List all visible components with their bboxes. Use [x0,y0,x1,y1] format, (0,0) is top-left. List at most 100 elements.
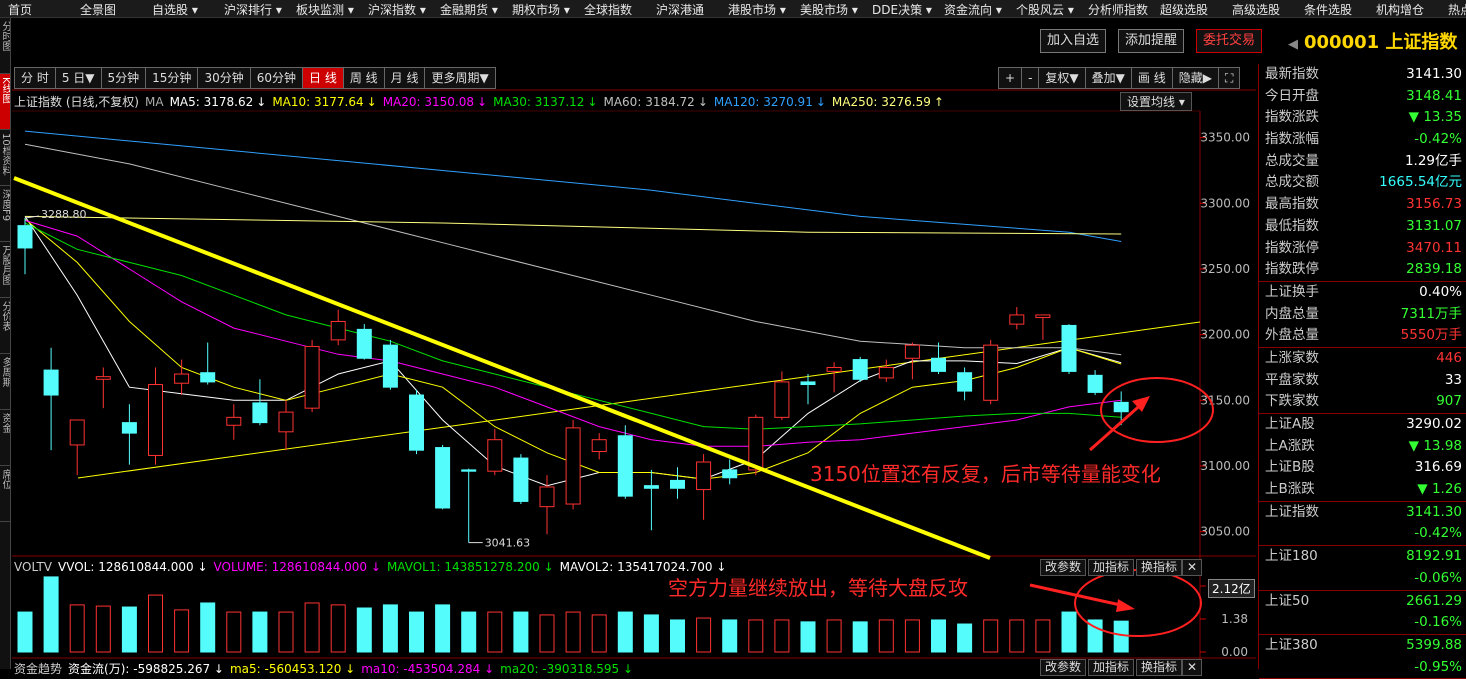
ma-label: MA30: [493,95,535,109]
period-button[interactable]: 分 时 [14,67,56,89]
candle-body [617,435,633,497]
ma-legend-item: MA30: 3137.12 ↓ [493,95,597,109]
side-tab[interactable]: K线图 [0,74,10,130]
quote-row: 最新指数 3141.30 [1259,64,1466,86]
period-button[interactable]: 60分钟 [249,67,303,89]
side-tab[interactable]: 席位 [0,466,10,522]
volume-bar [617,611,633,653]
menu-item[interactable]: 金融期货 ▾ [440,3,498,17]
menu-item[interactable]: 沪深港通 [656,3,705,17]
quote-row: 今日开盘 3148.41 [1259,86,1466,108]
period-button[interactable]: 30分钟 [197,67,251,89]
tool-button[interactable]: 复权▼ [1038,67,1086,89]
ma-legend-item: MA120: 3270.91 ↓ [714,95,826,109]
prev-arrow[interactable]: ◀ [1288,37,1298,52]
legend-item: ma5: -560453.120 ↓ [229,662,356,676]
tool-bar: + - 复权▼ 叠加▼ 画 线隐藏▶ ⛶ [998,67,1241,89]
menu-item[interactable]: 沪深指数 ▾ [368,3,426,17]
volume-bar [69,604,85,653]
tool-button[interactable]: ⛶ [1217,67,1241,89]
action-button[interactable]: 委托交易 [1196,29,1263,53]
side-tab[interactable]: 多周期 [0,354,10,410]
index-item: 上证50 2661.29 -0.16% [1259,591,1466,635]
chart-bg [12,90,1256,669]
side-tab[interactable]: 资金 [0,410,10,466]
quote-row: 指数涨停 3470.11 [1259,238,1466,260]
menu-item[interactable]: 全球指数 [584,3,633,17]
action-button[interactable]: 添加提醒 [1118,29,1185,53]
period-button[interactable]: 15分钟 [145,67,199,89]
menu-item[interactable]: 机构增仓 [1376,3,1425,17]
volume-bar [1009,619,1025,653]
tool-button[interactable]: + [998,67,1023,89]
side-tab[interactable]: 万股月图 [0,242,10,298]
side-tab[interactable]: 分价表 [0,298,10,354]
side-tab[interactable]: 深度F9 [0,186,10,242]
legend-item: ma20: -390318.595 ↓ [500,662,634,676]
menu-item[interactable]: 资金流向 ▾ [944,3,1002,17]
menu-item[interactable]: DDE决策 ▾ [872,3,932,17]
period-button[interactable]: 5 日▼ [54,67,102,89]
quote-value: 316.69 [1414,459,1462,476]
panel-button[interactable]: 加指标 [1088,559,1135,576]
volume-bar [226,611,242,653]
menu-item[interactable]: 自选股 ▾ [152,3,198,17]
menu-item[interactable]: 全景图 [80,3,117,17]
quote-label: 指数跌停 [1265,261,1319,278]
panel-button[interactable]: 改参数 [1040,559,1087,576]
ma-label: MA60: [603,95,646,109]
action-button[interactable]: 加入自选 [1040,29,1107,53]
tool-button[interactable]: 隐藏▶ [1171,67,1219,89]
menu-item[interactable]: 沪深排行 ▾ [224,3,282,17]
panel-button[interactable]: 换指标 [1136,559,1183,576]
menu-item[interactable]: 港股市场 ▾ [728,3,786,17]
menu-item[interactable]: 板块监测 ▾ [296,3,354,17]
side-tab[interactable]: 10档资料 [0,130,10,186]
panel-button[interactable]: 换指标 [1136,659,1183,676]
menu-item[interactable]: 首页 [8,3,33,17]
y-tick-label: 3250.00 [1200,262,1250,276]
period-button[interactable]: 日 线 [302,67,344,89]
panel-button[interactable]: ✕ [1182,659,1203,676]
quote-value: 5550万手 [1400,327,1462,344]
ma-arrow: ↓ [477,95,488,109]
tool-button[interactable]: 叠加▼ [1084,67,1132,89]
quote-row: 指数涨跌 ▼ 13.35 [1259,107,1466,129]
panel-button[interactable]: 加指标 [1088,659,1135,676]
index-row: 上证380 5399.88 [1259,635,1466,657]
tool-button[interactable]: - [1021,67,1040,89]
candle-body [722,469,738,479]
ma-setting[interactable]: 设置均线 ▾ [1120,92,1192,111]
index-label: 上证180 [1265,548,1318,565]
panel-button[interactable]: 改参数 [1040,659,1087,676]
period-button[interactable]: 月 线 [383,67,426,89]
quote-label: 平盘家数 [1265,371,1319,388]
candle-body [17,225,33,249]
menu-item[interactable]: 美股市场 ▾ [800,3,858,17]
menu-item[interactable]: 热点 [1448,3,1466,17]
side-tab[interactable]: 分时图 [0,18,10,74]
menu-item[interactable]: 高级选股 [1232,3,1281,17]
quote-row: 下跌家数 907 [1259,391,1466,413]
arrowhead [1132,396,1150,412]
menu-item[interactable]: 条件选股 [1304,3,1353,17]
period-button[interactable]: 周 线 [342,67,385,89]
tool-button[interactable]: 画 线 [1130,67,1173,89]
quote-label: 指数涨停 [1265,239,1319,256]
stock-name: 上证指数 [1385,32,1458,53]
candle-body [1009,314,1025,325]
period-button[interactable]: 更多周期▼ [424,67,496,89]
index-value: 5399.88 [1406,636,1462,653]
period-button[interactable]: 5分钟 [100,67,147,89]
menu-item[interactable]: 超级选股 [1160,3,1209,17]
legend-item: ma10: -453504.284 ↓ [361,662,495,676]
menu-item[interactable]: 个股风云 ▾ [1016,3,1074,17]
ma-legend-item: MA10: 3177.64 ↓ [272,95,376,109]
ma-arrow: ↓ [587,95,598,109]
panel-button[interactable]: ✕ [1182,559,1203,576]
menu-item[interactable]: 分析师指数 [1088,3,1149,17]
quote-row: 上证换手 0.40% [1259,282,1466,304]
menu-item[interactable]: 期权市场 ▾ [512,3,570,17]
arrow [1089,399,1146,452]
